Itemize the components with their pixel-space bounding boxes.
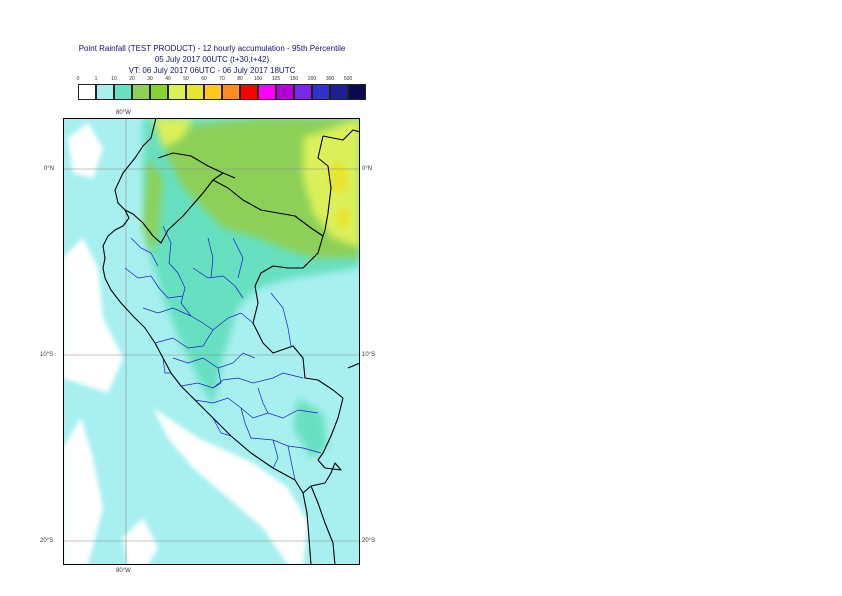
legend-threshold-label: 60 — [201, 76, 207, 82]
legend-threshold-label: 70 — [219, 76, 225, 82]
legend-swatch — [258, 84, 276, 100]
coastline — [102, 118, 312, 565]
legend-threshold-label: 100 — [253, 76, 263, 82]
legend-threshold-label: 500 — [343, 76, 353, 82]
legend-threshold-label: 1 — [94, 76, 98, 82]
legend-swatch — [132, 84, 150, 100]
rainfall-map — [63, 118, 360, 565]
border-colombia-peru — [212, 179, 344, 399]
legend-swatch — [294, 84, 312, 100]
legend-swatch — [312, 84, 330, 100]
legend-swatch — [150, 84, 168, 100]
legend-swatch — [168, 84, 186, 100]
legend-threshold-label: 300 — [325, 76, 335, 82]
lat-label-right: 10°S — [362, 352, 376, 358]
map-svg — [63, 118, 360, 565]
legend-threshold-label: 150 — [289, 76, 299, 82]
legend-threshold-label: 200 — [307, 76, 317, 82]
legend-swatch — [330, 84, 348, 100]
lat-label-left: 0°N — [44, 166, 55, 172]
lat-label-right: 20°S — [362, 538, 376, 544]
legend-swatch — [78, 84, 96, 100]
legend-threshold-label: 20 — [129, 76, 135, 82]
legend-threshold-label: 0 — [76, 76, 80, 82]
lat-label-left: 20°S — [40, 538, 54, 544]
legend-swatch — [186, 84, 204, 100]
legend-swatch — [222, 84, 240, 100]
border-ecuador-peru — [124, 172, 224, 244]
legend-swatch — [276, 84, 294, 100]
border-colombia-ecuador — [157, 152, 236, 179]
regional-borders — [124, 225, 322, 481]
lat-label-left: 10°S — [40, 352, 54, 358]
graticule — [63, 118, 360, 565]
lat-label-right: 0°N — [362, 166, 373, 172]
border-colombia-brazil — [322, 129, 360, 141]
border-peru-bolivia — [302, 397, 344, 494]
legend-threshold-label: 80 — [237, 76, 243, 82]
legend-swatch — [348, 84, 366, 100]
legend-threshold-label: 10 — [111, 76, 117, 82]
legend-swatch — [240, 84, 258, 100]
legend-threshold-label: 30 — [147, 76, 153, 82]
country-borders — [102, 118, 360, 565]
legend-swatch — [114, 84, 132, 100]
border-bolivia-chile — [310, 485, 336, 565]
lon-label-bottom: 80°W — [116, 568, 131, 574]
legend-threshold-label: 50 — [183, 76, 189, 82]
lon-label-top: 80°W — [116, 110, 131, 116]
map-frame — [63, 118, 360, 565]
valid-time-label: VT: 06 July 2017 06UTC - 06 July 2017 18… — [128, 66, 296, 75]
legend-threshold-label: 40 — [165, 76, 171, 82]
run-time-label: 05 July 2017 00UTC (t+30,t+42) — [154, 55, 270, 64]
map-title: Point Rainfall (TEST PRODUCT) - 12 hourl… — [78, 44, 346, 53]
dry-areas — [63, 123, 308, 565]
legend-threshold-label: 125 — [271, 76, 281, 82]
peak-rain-cells — [328, 162, 350, 228]
legend-swatch — [204, 84, 222, 100]
legend-swatch — [96, 84, 114, 100]
